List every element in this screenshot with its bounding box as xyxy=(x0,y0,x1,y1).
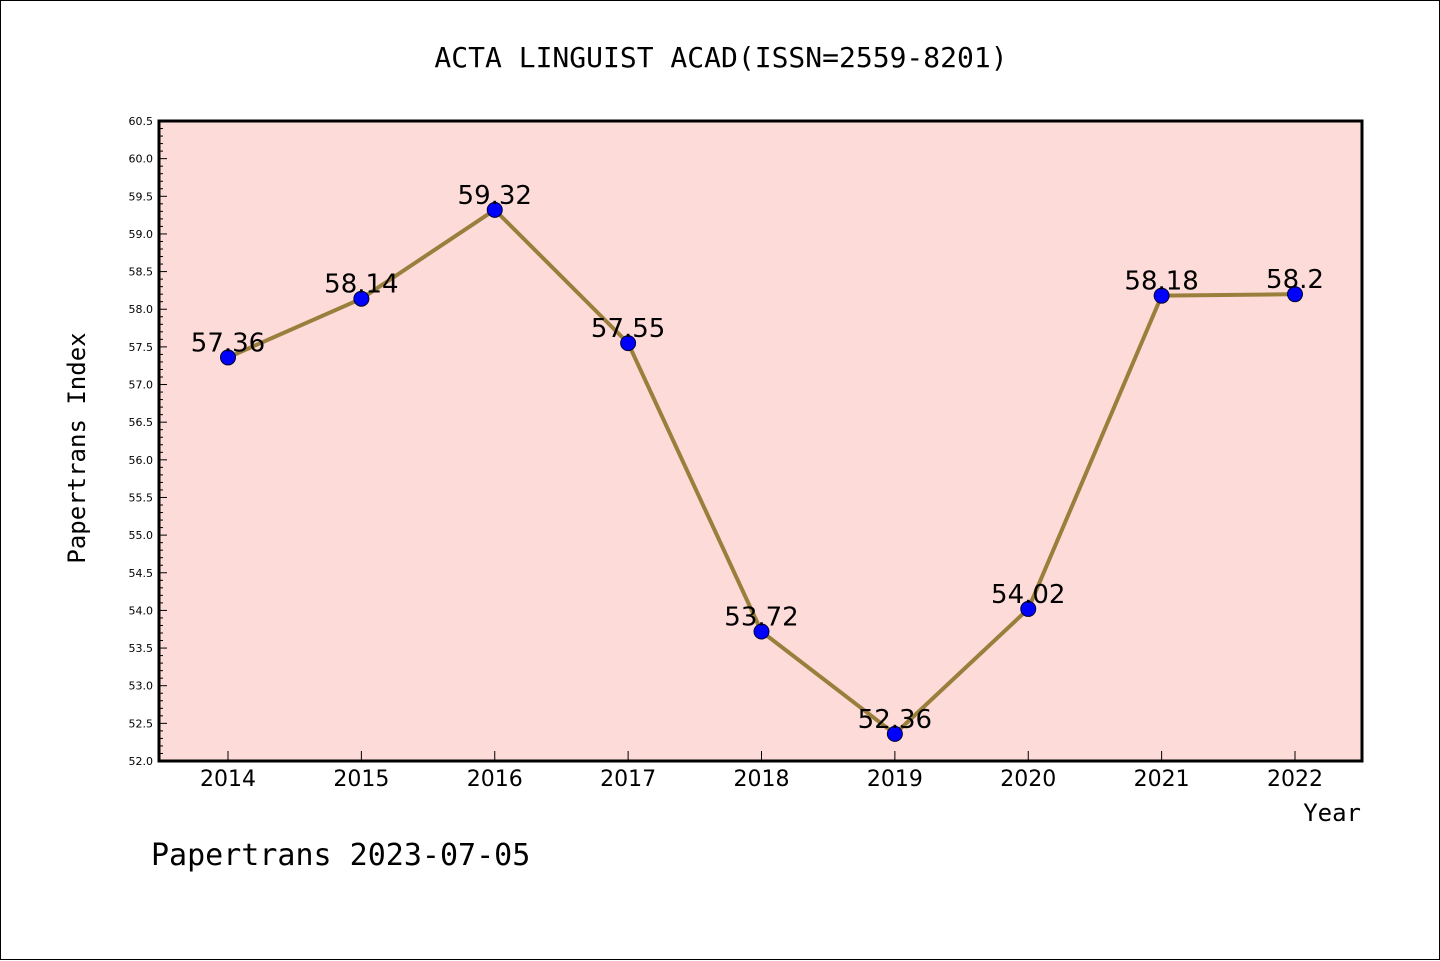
y-tick-label: 59.5 xyxy=(129,190,154,203)
chart-title: ACTA LINGUIST ACAD(ISSN=2559-8201) xyxy=(434,41,1007,74)
y-tick-label: 57.0 xyxy=(129,379,154,392)
y-tick-label: 54.0 xyxy=(129,604,154,617)
x-axis: 2014 2015 2016 2017 2018 2019 2020 2021 2022 xyxy=(200,751,1323,792)
x-tick-label: 2019 xyxy=(867,767,923,792)
y-tick-label: 55.0 xyxy=(129,529,154,542)
y-tick-label: 52.5 xyxy=(129,717,154,730)
data-point xyxy=(486,201,503,218)
x-tick-label: 2015 xyxy=(333,767,389,792)
x-tick-label: 2014 xyxy=(200,767,256,792)
data-point xyxy=(1287,286,1303,303)
data-point xyxy=(353,290,370,307)
data-point xyxy=(220,349,236,366)
y-tick-label: 60.5 xyxy=(129,115,154,128)
x-axis-label: Year xyxy=(1303,799,1361,827)
x-tick-label: 2021 xyxy=(1134,767,1190,792)
data-label: 57.36 xyxy=(191,328,265,358)
data-label: 58.2 xyxy=(1266,265,1324,295)
footer-text: Papertrans 2023-07-05 xyxy=(151,838,530,873)
data-point xyxy=(620,335,637,352)
x-tick-label: 2017 xyxy=(600,767,656,792)
y-tick-label: 56.0 xyxy=(129,454,154,467)
y-axis: 52.0 52.5 53.0 53.5 54.0 54.5 55.0 55.5 56.0 56.5… xyxy=(129,115,167,768)
y-tick-label: 57.5 xyxy=(129,341,154,354)
x-tick-label: 2018 xyxy=(734,767,790,792)
data-label: 52.36 xyxy=(858,705,932,735)
data-label: 53.72 xyxy=(724,602,798,632)
data-label: 57.55 xyxy=(591,314,665,344)
data-point xyxy=(1020,600,1037,617)
y-tick-label: 53.5 xyxy=(129,642,154,655)
series-markers xyxy=(220,201,1303,742)
y-tick-label: 58.0 xyxy=(129,303,154,316)
data-point xyxy=(1153,287,1170,304)
data-labels: 57.36 58.14 59.32 57.55 53.72 52.36 54.02 58.18… xyxy=(191,181,1324,735)
data-label: 54.02 xyxy=(991,580,1065,610)
y-tick-label: 54.5 xyxy=(129,567,154,580)
plot-area xyxy=(157,119,1364,763)
data-label: 58.18 xyxy=(1124,267,1198,297)
y-tick-label: 60.0 xyxy=(129,153,154,166)
x-tick-label: 2022 xyxy=(1267,767,1323,792)
data-point xyxy=(753,623,770,640)
x-tick-label: 2020 xyxy=(1000,767,1056,792)
y-axis-label: Papertrans Index xyxy=(63,332,91,563)
data-label: 58.14 xyxy=(324,270,398,300)
y-tick-label: 55.5 xyxy=(129,491,154,504)
data-point xyxy=(886,725,903,742)
y-tick-label: 52.0 xyxy=(129,755,154,768)
y-tick-label: 59.0 xyxy=(129,228,154,241)
x-tick-label: 2016 xyxy=(467,767,523,792)
y-tick-label: 53.0 xyxy=(129,680,154,693)
y-tick-label: 56.5 xyxy=(129,416,154,429)
data-label: 59.32 xyxy=(458,181,532,211)
y-tick-label: 58.5 xyxy=(129,266,154,279)
